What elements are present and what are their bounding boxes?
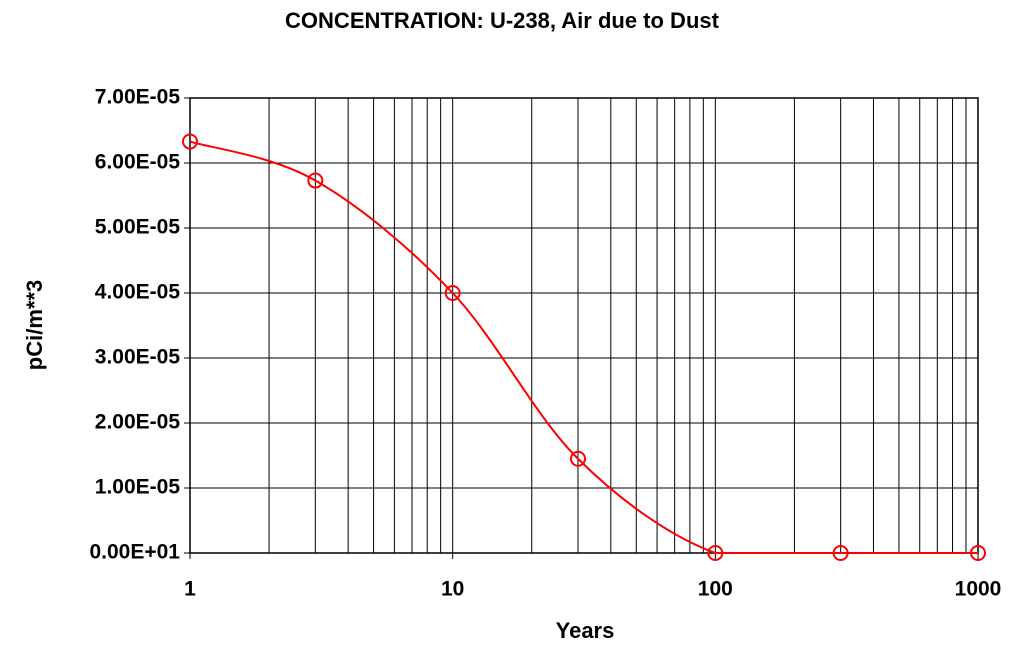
chart-title: CONCENTRATION: U-238, Air due to Dust [285, 8, 720, 33]
y-tick-label: 3.00E-05 [95, 346, 181, 369]
data-point [707, 545, 724, 561]
data-point [970, 545, 986, 561]
data-point [569, 450, 586, 467]
y-axis-title: pCi/m**3 [22, 280, 47, 370]
y-tick-label: 6.00E-05 [95, 151, 181, 174]
plot-border [189, 97, 979, 554]
data-point [832, 545, 849, 561]
data-point [182, 133, 198, 150]
y-tick-label: 0.00E+01 [89, 541, 180, 564]
x-tick-label: 10 [441, 578, 464, 601]
y-tick-label: 7.00E-05 [95, 86, 181, 109]
y-tick-label: 2.00E-05 [95, 411, 181, 434]
x-tick-label: 1000 [955, 578, 1002, 601]
x-tick-label: 1 [184, 578, 196, 601]
y-tick-label: 5.00E-05 [95, 216, 181, 239]
data-point [444, 285, 461, 301]
series-line [189, 140, 978, 555]
y-tick-label: 4.00E-05 [95, 281, 181, 304]
data-point [307, 172, 324, 189]
y-tick-label: 1.00E-05 [95, 476, 181, 499]
x-tick-label: 100 [698, 578, 733, 601]
x-axis-title: Years [556, 618, 615, 643]
